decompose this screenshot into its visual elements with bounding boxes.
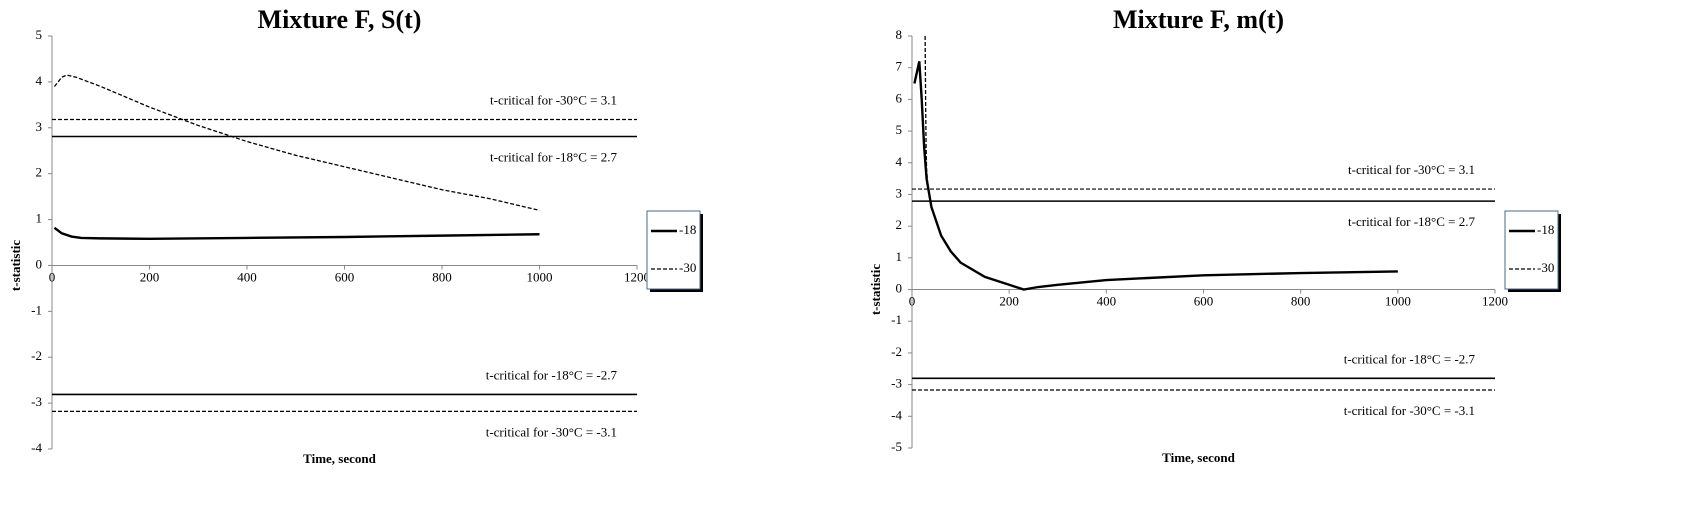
reference-label: t-critical for -30°C = 3.1 — [490, 93, 617, 108]
y-tick-label: 6 — [896, 90, 903, 105]
y-tick-label: -2 — [31, 348, 42, 363]
y-tick-label: -5 — [891, 439, 902, 454]
chart-title: Mixture F, S(t) — [258, 5, 422, 34]
y-tick-label: 3 — [896, 185, 903, 200]
y-tick-label: -2 — [891, 344, 902, 359]
x-tick-label: 1000 — [527, 269, 553, 284]
y-tick-label: -4 — [891, 407, 902, 422]
legend-label: -18 — [1537, 222, 1554, 237]
reference-label: t-critical for -18°C = 2.7 — [1348, 214, 1475, 229]
reference-label: t-critical for -30°C = 3.1 — [1348, 162, 1475, 177]
y-axis-label: t-statistic — [8, 240, 23, 291]
y-tick-label: 8 — [896, 27, 903, 42]
x-tick-label: 400 — [1097, 294, 1117, 309]
series-line — [913, 61, 1398, 291]
x-tick-label: 800 — [432, 269, 452, 284]
chart-title: Mixture F, m(t) — [1113, 5, 1284, 34]
y-tick-label: -1 — [891, 312, 902, 327]
y-tick-label: 7 — [896, 59, 903, 74]
legend — [1504, 210, 1559, 290]
x-axis-label: Time, second — [1162, 450, 1235, 465]
y-tick-label: 1 — [36, 211, 43, 226]
y-tick-label: 0 — [896, 281, 903, 296]
x-tick-label: 1200 — [624, 269, 650, 284]
y-tick-label: 5 — [36, 27, 43, 42]
y-tick-label: 0 — [36, 256, 43, 271]
series-line — [924, 35, 929, 182]
y-tick-label: 4 — [36, 73, 43, 88]
y-tick-label: 2 — [36, 165, 43, 180]
series-line — [53, 74, 540, 212]
y-tick-label: 5 — [896, 122, 903, 137]
y-tick-label: -1 — [31, 302, 42, 317]
legend-label: -30 — [1537, 260, 1554, 275]
y-tick-label: -3 — [31, 394, 42, 409]
legend-label: -18 — [679, 222, 696, 237]
y-tick-label: 2 — [896, 217, 903, 232]
x-tick-label: 1200 — [1482, 294, 1508, 309]
y-axis-label: t-statistic — [868, 264, 883, 315]
legend-label: -30 — [679, 260, 696, 275]
x-axis-label: Time, second — [303, 451, 376, 466]
x-tick-label: 200 — [999, 294, 1019, 309]
y-tick-label: -3 — [891, 376, 902, 391]
y-tick-label: 3 — [36, 119, 43, 134]
x-tick-label: 0 — [909, 294, 916, 309]
x-tick-label: 600 — [335, 269, 355, 284]
x-tick-label: 800 — [1291, 294, 1311, 309]
x-tick-label: 0 — [49, 269, 56, 284]
y-tick-label: 4 — [896, 154, 903, 169]
reference-label: t-critical for -18°C = -2.7 — [1344, 351, 1476, 366]
x-tick-label: 600 — [1194, 294, 1214, 309]
reference-label: t-critical for -18°C = 2.7 — [490, 149, 617, 164]
y-tick-label: -4 — [31, 440, 42, 455]
legend — [646, 210, 701, 290]
reference-label: t-critical for -30°C = -3.1 — [486, 424, 617, 439]
x-tick-label: 400 — [237, 269, 257, 284]
reference-label: t-critical for -30°C = -3.1 — [1344, 403, 1475, 418]
x-tick-label: 200 — [140, 269, 160, 284]
series-line — [53, 226, 540, 241]
y-tick-label: 1 — [896, 249, 903, 264]
x-tick-label: 1000 — [1385, 294, 1411, 309]
reference-label: t-critical for -18°C = -2.7 — [486, 367, 618, 382]
